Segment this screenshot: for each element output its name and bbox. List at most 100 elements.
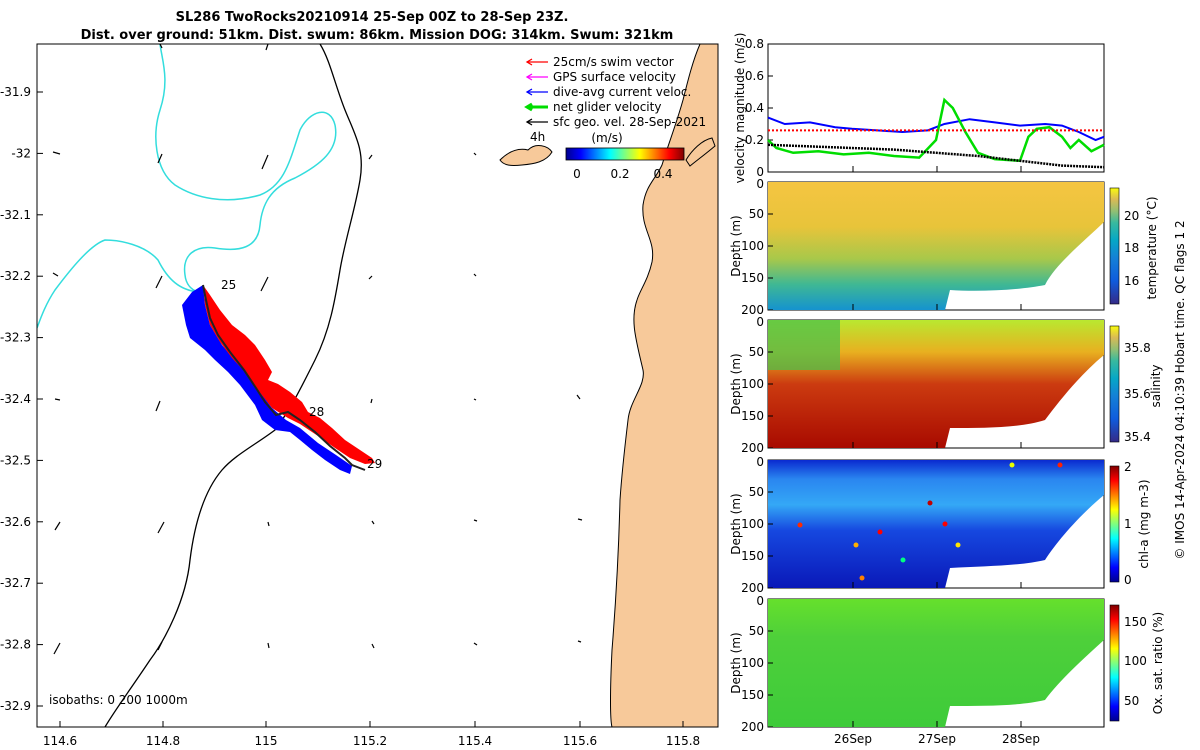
geo-arrow <box>260 276 269 292</box>
velocity-y-tick-label: 0 <box>756 165 764 179</box>
geo-arrow <box>159 43 163 49</box>
depth-tick-label: 50 <box>749 345 764 359</box>
temperature-cbar-tick: 18 <box>1124 241 1139 255</box>
salinity-field <box>768 320 1104 448</box>
depth-tick-label: 100 <box>741 517 764 531</box>
depth-axis-label: Depth (m) <box>729 353 743 414</box>
isobaths-label: isobaths: 0 200 1000m <box>49 693 188 707</box>
geo-arrow <box>157 153 163 164</box>
island-small <box>685 137 716 167</box>
velocity-series-line <box>767 143 1105 169</box>
map-x-tick-label: 115.8 <box>666 734 700 748</box>
depth-tick-label: 150 <box>741 271 764 285</box>
geo-arrow <box>52 272 59 277</box>
salinity-label: salinity <box>1149 364 1163 407</box>
velocity-y-tick-label: 0.8 <box>745 37 764 51</box>
chla-spot <box>797 522 803 528</box>
map-y-tick-label: -32.1 <box>0 208 31 222</box>
legend-arrowhead <box>525 118 533 126</box>
map-panel: 25 28 29 <box>0 43 719 748</box>
map-x-tick-label: 114.8 <box>146 734 180 748</box>
velocity-y-tick-label: 0.6 <box>745 69 764 83</box>
geo-arrow <box>473 152 477 156</box>
map-y-tick-label: -31.9 <box>0 85 31 99</box>
chla-panel: 2 1 0 chl-a (mg m-3) <box>767 459 1151 589</box>
legend-label: 25cm/s swim vector <box>553 55 674 69</box>
geo-arrow <box>54 521 61 531</box>
chla-cbar-tick: 0 <box>1124 573 1132 587</box>
depth-tick-label: 100 <box>741 656 764 670</box>
depth-tick-label: 200 <box>741 581 764 595</box>
legend-arrowhead <box>524 102 533 112</box>
depth-tick-label: 0 <box>756 455 764 469</box>
oxygen-cbar-tick: 150 <box>1124 615 1147 629</box>
chla-spot <box>1009 462 1015 468</box>
geo-arrow <box>577 640 582 643</box>
chla-cbar-tick: 1 <box>1124 517 1132 531</box>
velocity-colorbar: 4h (m/s) 0 0.2 0.4 <box>530 130 685 181</box>
time-tick-label: 27Sep <box>918 732 956 746</box>
depth-tick-label: 150 <box>741 688 764 702</box>
depth-tick-label: 100 <box>741 239 764 253</box>
chla-spot <box>859 575 865 581</box>
map-y-tick-label: -32 <box>11 146 31 160</box>
velocity-y-ticks: 0 0.2 0.4 0.6 0.8 <box>745 37 773 179</box>
temperature-field <box>768 182 1104 310</box>
oxygen-panel: 150 100 50 Ox. sat. ratio (%) <box>767 598 1165 728</box>
depth-tick-label: 200 <box>741 720 764 734</box>
geo-arrow <box>473 398 477 401</box>
velocity-series <box>767 97 1105 169</box>
colorbar-tick: 0 <box>573 167 581 181</box>
temperature-label: temperature (°C) <box>1145 197 1159 300</box>
track-swath-blue <box>182 285 352 474</box>
salinity-fresh-patch <box>768 320 840 370</box>
geo-arrow <box>473 519 478 522</box>
geo-arrow <box>53 642 61 655</box>
depth-axis-label: Depth (m) <box>729 493 743 554</box>
time-tick-label: 28Sep <box>1002 732 1040 746</box>
salinity-cbar-tick: 35.6 <box>1124 387 1151 401</box>
chla-hotspots <box>797 462 1063 581</box>
legend-label: sfc geo. vel. 28-Sep-2021 <box>553 115 706 129</box>
geo-arrow <box>576 394 581 400</box>
temperature-cbar-tick: 20 <box>1124 209 1139 223</box>
legend-label: GPS surface velocity <box>553 70 676 84</box>
day-label-28: 28 <box>309 405 324 419</box>
map-y-tick-label: -32.4 <box>0 392 31 406</box>
legend-arrowhead <box>525 73 533 81</box>
chla-spot <box>955 542 961 548</box>
map-x-tick-label: 114.6 <box>43 734 77 748</box>
map-x-tick-label: 115.4 <box>458 734 492 748</box>
depth-axis-label: Depth (m) <box>729 215 743 276</box>
depth-tick-label: 200 <box>741 441 764 455</box>
geo-arrow <box>54 398 61 401</box>
chla-colorbar <box>1109 465 1120 583</box>
legend-arrowhead <box>525 88 533 96</box>
geo-arrow <box>157 521 165 534</box>
temperature-colorbar <box>1109 187 1120 305</box>
geo-arrow <box>155 400 161 412</box>
oxygen-cbar-tick: 50 <box>1124 694 1139 708</box>
legend-label: net glider velocity <box>553 100 661 114</box>
legend-label: dive-avg current veloc. <box>553 85 691 99</box>
footer-credit: © IMOS 14-Apr-2024 04:10:39 Hobart time.… <box>1173 220 1187 559</box>
depth-axis-label: Depth (m) <box>729 632 743 693</box>
chla-label: chl-a (mg m-3) <box>1137 479 1151 568</box>
map-y-tick-label: -32.9 <box>0 699 31 713</box>
geo-arrow <box>52 151 61 155</box>
geo-arrow <box>261 154 269 170</box>
depth-tick-label: 150 <box>741 549 764 563</box>
depth-tick-label: 0 <box>756 177 764 191</box>
salinity-cbar-tick: 35.4 <box>1124 430 1151 444</box>
depth-tick-label: 200 <box>741 303 764 317</box>
colorbar-tick: 0.4 <box>653 167 672 181</box>
depth-tick-label: 0 <box>756 315 764 329</box>
depth-tick-label: 50 <box>749 485 764 499</box>
map-y-tick-label: -32.7 <box>0 576 31 590</box>
geo-arrow <box>368 275 373 280</box>
velocity-series-line <box>767 116 1105 142</box>
geo-arrow <box>267 521 270 527</box>
salinity-colorbar <box>1109 325 1120 443</box>
